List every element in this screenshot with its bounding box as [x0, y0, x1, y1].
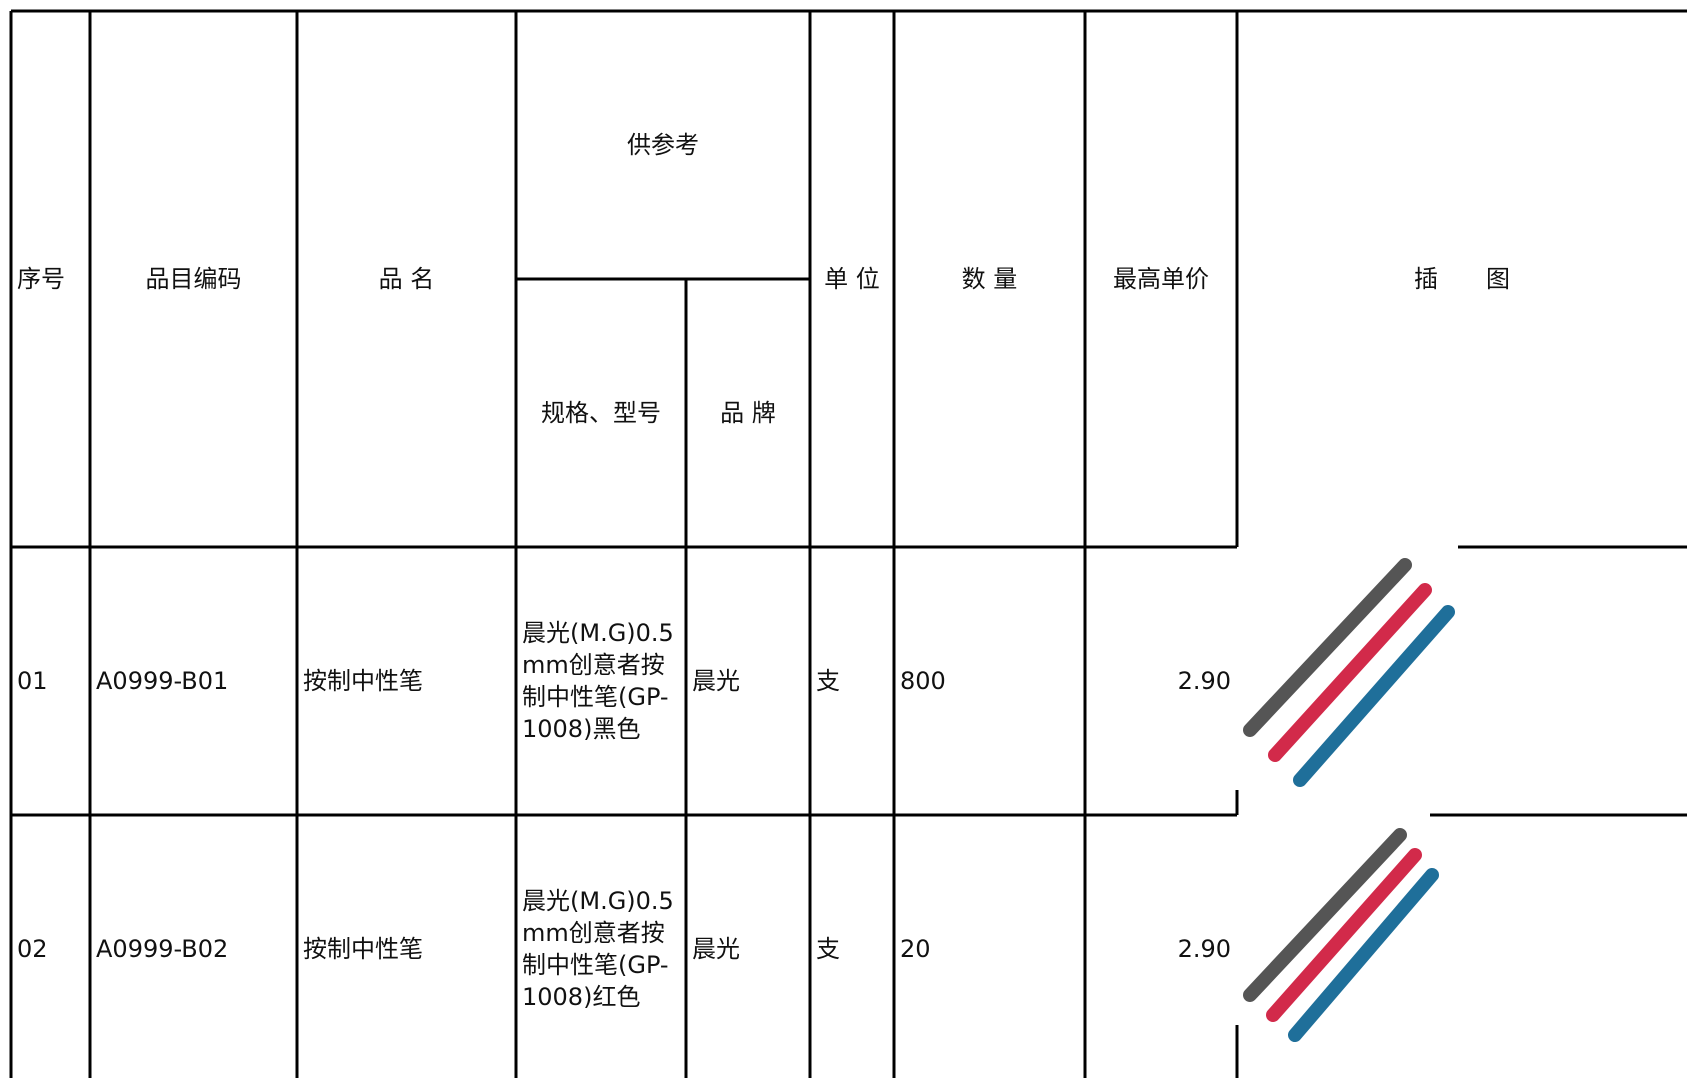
- header-cell: 品目编码: [145, 265, 242, 293]
- header-cell: 序号: [17, 265, 65, 293]
- table-cell: 02: [17, 935, 48, 963]
- header-cell: 规格、型号: [541, 399, 661, 427]
- table-cell: 2.90: [1177, 667, 1231, 695]
- header-cell: 最高单价: [1113, 265, 1209, 293]
- header-cell: 供参考: [627, 131, 699, 159]
- table-cell: 01: [17, 667, 48, 695]
- header-cell: 数 量: [961, 265, 1018, 293]
- table-cell: 按制中性笔: [303, 935, 423, 963]
- pen-image: [1243, 828, 1439, 1042]
- table-cell: 2.90: [1177, 935, 1231, 963]
- header-cell: 品 名: [378, 265, 435, 293]
- table-cell: 晨光(M.G)0.5mm创意者按制中性笔(GP-1008)黑色: [522, 619, 674, 743]
- table-cell: 支: [816, 935, 840, 963]
- table-cell: 晨光: [692, 667, 740, 695]
- table-cell: 支: [816, 667, 840, 695]
- table-cell: 晨光(M.G)0.5mm创意者按制中性笔(GP-1008)红色: [522, 887, 674, 1011]
- table-cell: 20: [900, 935, 931, 963]
- table-cell: A0999-B02: [96, 935, 229, 963]
- grid-lines: [9, 9, 1687, 1078]
- table-cell: 按制中性笔: [303, 667, 423, 695]
- table-cell: 800: [900, 667, 946, 695]
- pen-image: [1243, 558, 1455, 787]
- header-cell: 品 牌: [720, 399, 776, 427]
- header-cell: 单 位: [824, 265, 880, 293]
- header-cell: 插 图: [1414, 265, 1510, 293]
- table-cell: 晨光: [692, 935, 740, 963]
- table-cell: A0999-B01: [96, 667, 229, 695]
